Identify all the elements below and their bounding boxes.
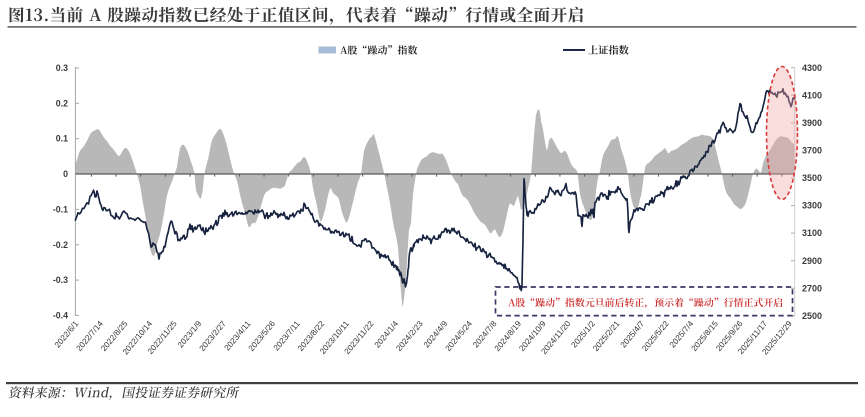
svg-text:0.3: 0.3: [56, 63, 68, 73]
svg-text:-0.1: -0.1: [53, 204, 68, 214]
svg-text:3700: 3700: [802, 146, 822, 156]
svg-text:-0.3: -0.3: [53, 275, 68, 285]
svg-text:0.1: 0.1: [56, 134, 68, 144]
svg-text:-0.2: -0.2: [53, 240, 68, 250]
svg-text:4100: 4100: [802, 90, 822, 100]
svg-text:2700: 2700: [802, 283, 822, 293]
svg-text:4300: 4300: [802, 63, 822, 73]
svg-text:3900: 3900: [802, 118, 822, 128]
svg-text:0.2: 0.2: [56, 98, 68, 108]
svg-text:3100: 3100: [802, 228, 822, 238]
svg-text:-0.4: -0.4: [53, 311, 68, 321]
svg-text:3300: 3300: [802, 201, 822, 211]
svg-text:3500: 3500: [802, 173, 822, 183]
svg-text:2500: 2500: [802, 311, 822, 321]
svg-text:2900: 2900: [802, 256, 822, 266]
svg-text:0: 0: [63, 169, 68, 179]
